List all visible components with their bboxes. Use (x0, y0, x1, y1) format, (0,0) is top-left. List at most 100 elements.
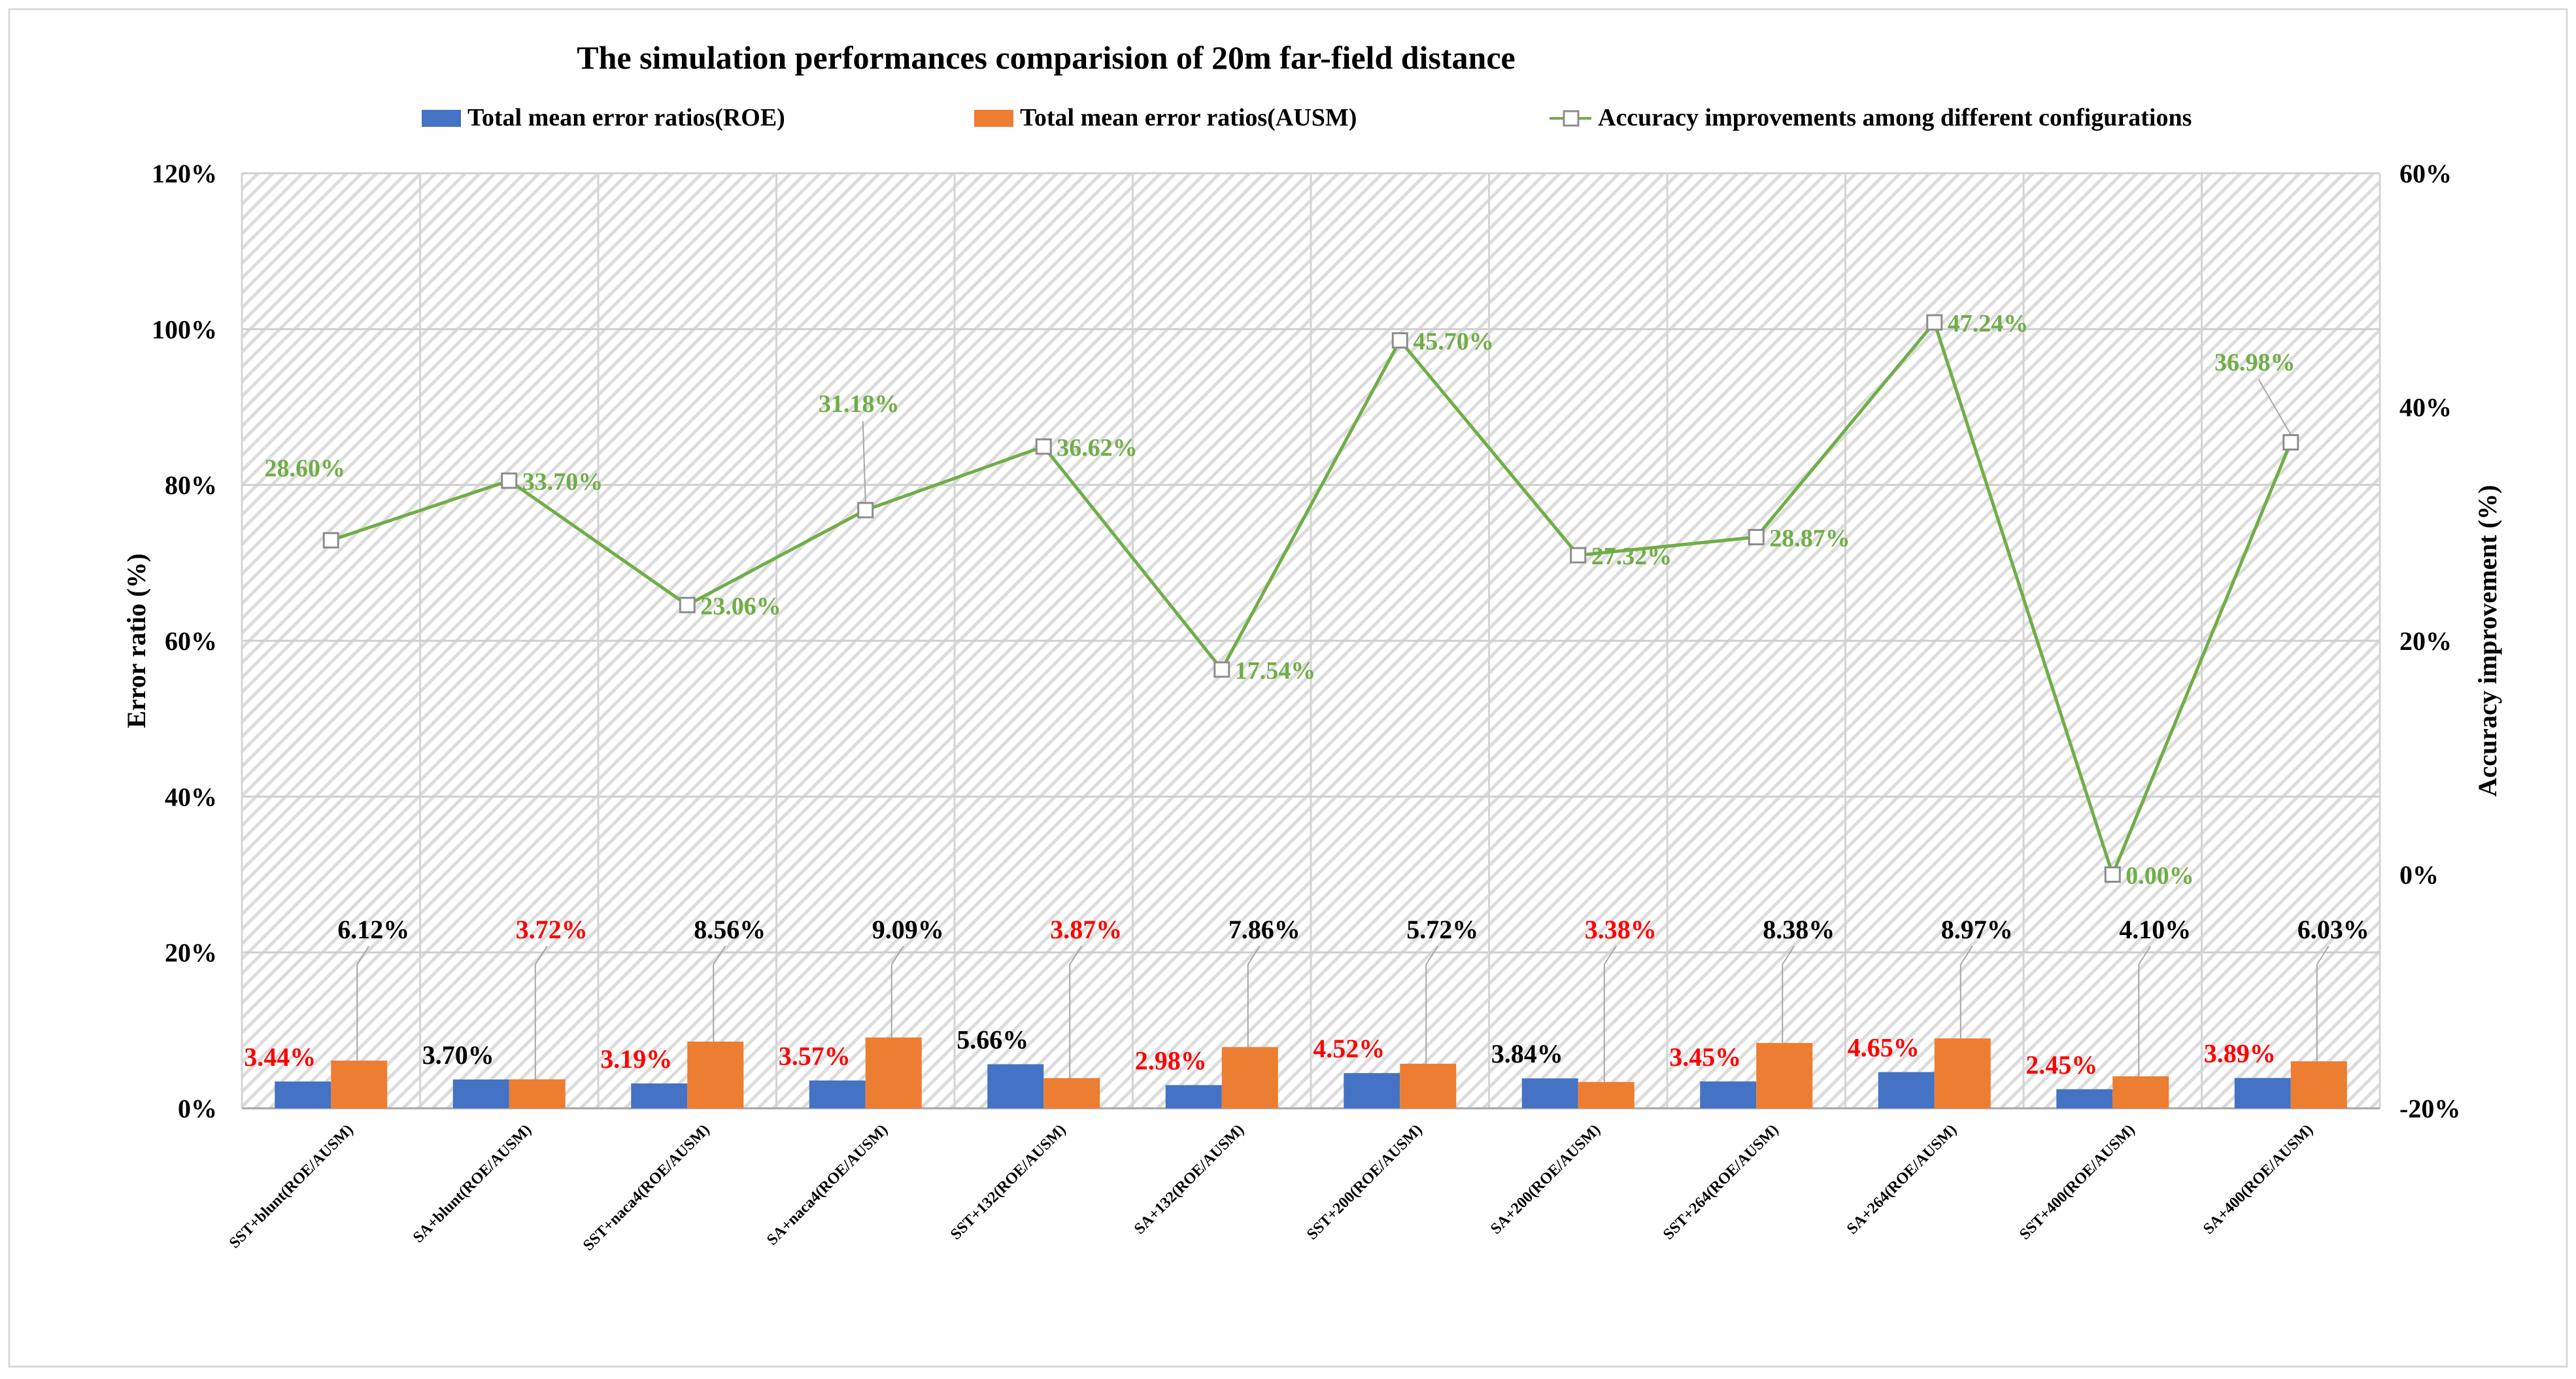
accuracy-marker (1213, 661, 1230, 678)
bar-roe (1878, 1072, 1935, 1108)
bar-label-ausm: 7.86% (1229, 915, 1300, 944)
ausm-leader-line (890, 945, 904, 1038)
bar-label-ausm: 3.87% (1050, 915, 1122, 944)
left-tick-label: 60% (165, 626, 217, 656)
accuracy-label: 0.00% (2126, 862, 2194, 890)
bar-label-roe: 3.70% (422, 1040, 494, 1070)
bar-ausm (865, 1037, 922, 1108)
bar-label-roe: 3.19% (600, 1044, 672, 1074)
accuracy-marker (1570, 547, 1587, 564)
legend-label: Total mean error ratios(ROE) (467, 104, 785, 131)
ausm-leader-line (1069, 945, 1083, 1078)
category-label: SA+400(ROE/AUSM) (2200, 1121, 2316, 1238)
right-axis-ticks: -20% 0% 20% 40% 60% (2399, 159, 2460, 1123)
accuracy-leader-line (862, 421, 866, 503)
gridlines (241, 172, 2381, 1110)
category-label: SST+200(ROE/AUSM) (1304, 1121, 1425, 1243)
chart-border (8, 8, 2568, 1368)
bar-roe (809, 1080, 866, 1108)
bar-label-ausm: 8.38% (1763, 915, 1835, 944)
bar-label-ausm: 3.38% (1585, 915, 1657, 944)
bar-roe (2056, 1089, 2113, 1108)
bar-roe (1165, 1085, 1222, 1108)
bar-ausm (1400, 1063, 1457, 1108)
accuracy-marker (501, 472, 518, 489)
left-tick-label: 80% (165, 471, 217, 500)
accuracy-marker (322, 532, 339, 549)
bar-ausm (2290, 1061, 2347, 1108)
left-tick-label: 20% (165, 938, 217, 968)
bar-label-ausm: 6.03% (2297, 915, 2369, 944)
ausm-leader-line (356, 945, 370, 1061)
legend-marker (1563, 110, 1580, 127)
ausm-leader-line (2138, 945, 2152, 1077)
leader-lines (356, 379, 2330, 1082)
bar-roe (987, 1064, 1044, 1108)
bar-ausm (1221, 1047, 1278, 1108)
bar-ausm (2112, 1076, 2169, 1108)
bar-roe (2234, 1078, 2291, 1108)
bar-labels-group: 3.44% 6.12% 3.70% 3.72% 3.19% 8.56% 3.57% 9.09%… (244, 915, 2369, 1080)
category-label: SA+blunt(ROE/AUSM) (410, 1121, 535, 1246)
bar-label-roe: 3.44% (244, 1042, 316, 1072)
legend-label: Total mean error ratios(AUSM) (1020, 104, 1357, 131)
category-label: SST+132(ROE/AUSM) (947, 1121, 1069, 1243)
line-labels-group: 28.60% 33.70% 23.06% 31.18% 36.62% 17.54% 45.7… (265, 310, 2296, 889)
accuracy-label: 28.87% (1769, 524, 1850, 552)
accuracy-marker (2104, 866, 2121, 883)
bar-label-ausm: 9.09% (872, 915, 944, 944)
ausm-leader-line (1782, 945, 1795, 1044)
bar-label-roe: 4.52% (1313, 1034, 1385, 1063)
category-labels: SST+blunt(ROE/AUSM) SA+blunt(ROE/AUSM) SST… (226, 1121, 2316, 1254)
legend: Total mean error ratios(ROE) Total mean e… (422, 104, 2192, 131)
accuracy-marker (1035, 438, 1052, 455)
bar-label-roe: 3.84% (1491, 1039, 1563, 1068)
category-label: SA+264(ROE/AUSM) (1844, 1121, 1960, 1238)
bar-label-ausm: 3.72% (516, 915, 588, 944)
right-tick-label: 60% (2399, 159, 2452, 188)
legend-swatch (422, 110, 461, 127)
chart-title: The simulation performances comparision … (577, 39, 1516, 76)
ausm-leader-line (1425, 945, 1439, 1064)
accuracy-leader-line (2258, 379, 2292, 435)
bar-ausm (331, 1061, 388, 1108)
accuracy-label: 28.60% (265, 454, 346, 482)
left-tick-label: 40% (165, 782, 217, 811)
bar-ausm (1756, 1043, 1813, 1108)
bar-label-roe: 3.89% (2204, 1039, 2276, 1068)
accuracy-label: 45.70% (1413, 328, 1494, 356)
accuracy-marker (2282, 434, 2299, 451)
ausm-leader-line (713, 945, 726, 1042)
accuracy-label: 33.70% (522, 468, 603, 496)
right-tick-label: 0% (2399, 860, 2439, 890)
y2-axis-title: Accuracy improvement (%) (2473, 485, 2502, 797)
legend-swatch (974, 110, 1013, 127)
category-label: SA+200(ROE/AUSM) (1487, 1121, 1604, 1238)
bar-ausm (509, 1079, 566, 1108)
accuracy-line (330, 318, 2293, 879)
accuracy-label: 23.06% (700, 592, 781, 620)
ausm-leader-line (2316, 945, 2330, 1062)
bar-roe (452, 1079, 509, 1108)
bar-label-ausm: 5.72% (1406, 915, 1478, 944)
left-axis-ticks: 0% 20% 40% 60% 80% 100% 120% (152, 159, 217, 1123)
accuracy-marker (1748, 528, 1765, 545)
left-tick-label: 0% (178, 1094, 217, 1123)
bar-roe (1521, 1078, 1578, 1108)
bar-roe (631, 1083, 688, 1108)
bar-label-roe: 3.57% (779, 1041, 851, 1070)
accuracy-label: 47.24% (1948, 310, 2029, 337)
accuracy-marker (679, 596, 696, 613)
accuracy-label: 36.62% (1057, 434, 1138, 462)
category-label: SST+blunt(ROE/AUSM) (226, 1121, 357, 1252)
right-tick-label: 20% (2399, 626, 2452, 656)
right-tick-label: -20% (2399, 1094, 2460, 1123)
bar-label-ausm: 4.10% (2119, 915, 2191, 944)
bar-label-roe: 3.45% (1669, 1042, 1741, 1072)
bar-label-ausm: 6.12% (337, 915, 409, 944)
bar-ausm (1043, 1078, 1100, 1108)
accuracy-label: 27.32% (1591, 543, 1672, 570)
bar-label-roe: 2.98% (1135, 1046, 1207, 1075)
